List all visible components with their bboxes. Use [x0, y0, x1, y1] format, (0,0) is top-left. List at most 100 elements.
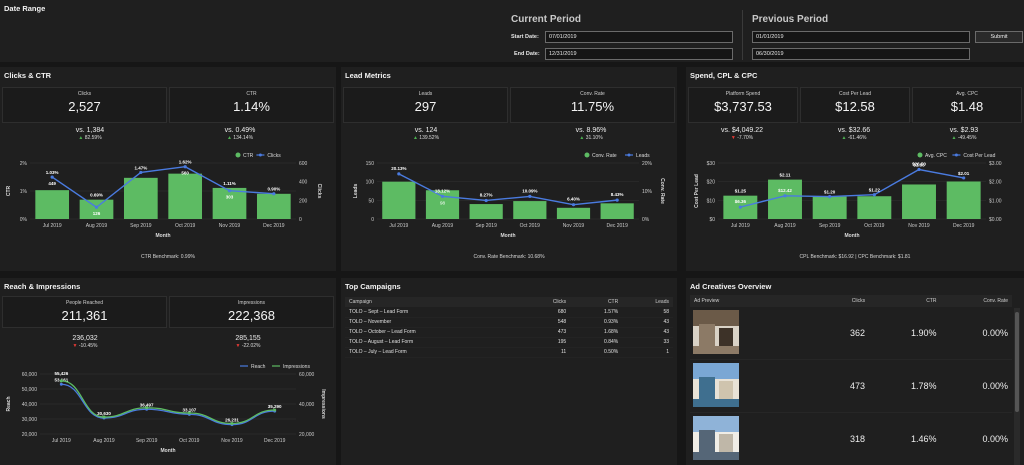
data-label: $1.25 [735, 189, 747, 194]
scrollbar-thumb[interactable] [1015, 312, 1019, 412]
pct-text: -61.46% [847, 135, 867, 141]
data-label: 126 [93, 211, 101, 216]
reach-chart: 20,000 30,000 40,000 50,000 60,000 20,000 40,0… [6, 364, 326, 454]
submit-button[interactable]: Submit [975, 31, 1023, 43]
start-date-field[interactable]: 07/01/2019 [545, 31, 733, 43]
y2-tick-label: $1.00 [989, 198, 1002, 204]
column-header[interactable]: Clicks [520, 297, 571, 307]
data-label: $12.42 [778, 188, 792, 193]
y2-axis-title: Conv. Rate [659, 178, 665, 204]
y-axis-title: Reach [6, 396, 12, 411]
kpi-label: People Reached [66, 300, 103, 306]
previous-period-title: Previous Period [752, 14, 829, 25]
kpi-impressions: Impressions 222,368 [169, 296, 334, 328]
ad-preview-cell [690, 307, 820, 360]
ad-creatives-panel: Ad Creatives Overview Ad Preview Clicks … [686, 278, 1024, 465]
column-header[interactable]: Ad Preview [690, 295, 820, 307]
y-tick-label: 1% [20, 189, 28, 195]
table-cell: 0.84% [570, 337, 623, 348]
y2-tick-label: $3.00 [989, 161, 1002, 167]
spend-kpis: Platform Spend $3,737.53 Cost Per Lead $… [688, 87, 1022, 123]
x-tick-label: Sep 2019 [819, 223, 841, 229]
bar [600, 203, 634, 219]
ad-preview-image[interactable] [693, 310, 739, 354]
line-point [962, 176, 966, 180]
period-divider [742, 10, 743, 60]
column-header[interactable]: Conv. Rate [940, 295, 1012, 307]
pct-text: -10.45% [78, 343, 98, 349]
data-label: 8.43% [611, 192, 624, 197]
kpi-label: Avg. CPC [956, 91, 978, 97]
table-cell: 473 [520, 327, 571, 338]
table-cell: 11 [520, 347, 571, 358]
line-point [917, 167, 921, 172]
comparison-pct: ▼ -7.70% [706, 135, 778, 141]
table-cell: 1.78% [869, 359, 941, 413]
table-row[interactable]: TOLO – October – Lead Form 473 1.68% 43 [345, 327, 673, 338]
table-row[interactable]: 473 1.78% 0.00% [690, 359, 1012, 413]
column-header[interactable]: CTR [570, 297, 623, 307]
table-row[interactable]: 362 1.90% 0.00% [690, 307, 1012, 360]
table-cell: 43 [622, 317, 673, 328]
up-arrow-icon: ▲ [579, 135, 585, 141]
table-row[interactable]: 318 1.46% 0.00% [690, 412, 1012, 465]
table-cell: 1.68% [570, 327, 623, 338]
line-point [872, 193, 876, 197]
previous-end-date-field[interactable]: 06/30/2019 [752, 48, 970, 60]
column-header[interactable]: Campaign [345, 297, 521, 307]
x-tick-label: Dec 2019 [606, 223, 628, 229]
y-tick-label: $10 [707, 198, 716, 204]
bar [79, 199, 114, 219]
table-row[interactable]: TOLO – November 548 0.93% 43 [345, 317, 673, 328]
previous-start-date-field[interactable]: 01/01/2019 [752, 31, 970, 43]
legend-label: Leads [636, 153, 650, 159]
y-tick-label: 50,000 [22, 387, 38, 393]
table-row[interactable]: TOLO – July – Lead Form 11 0.50% 1 [345, 347, 673, 358]
lead-metrics-title: Lead Metrics [345, 71, 391, 80]
y2-axis-title: Clicks [316, 184, 322, 199]
kpi-value: 1.14% [233, 99, 270, 114]
kpi-label: Clicks [77, 91, 92, 97]
x-tick-label: Oct 2019 [179, 438, 200, 444]
column-header[interactable]: Leads [622, 297, 673, 307]
data-label: 18.12% [435, 188, 450, 193]
legend-label: Impressions [283, 364, 310, 370]
line-point [571, 203, 576, 207]
pct-text: 139.52% [419, 135, 440, 141]
data-label: 560 [181, 171, 189, 176]
kpi-value: 2,527 [68, 99, 101, 114]
column-header[interactable]: Clicks [820, 295, 870, 307]
legend-swatch-line-dot [954, 153, 958, 157]
ctr-comparison: vs. 0.49% ▲ 134.14% [210, 127, 270, 141]
legend-swatch-bar [235, 152, 241, 158]
kpi-value: $3,737.53 [714, 99, 772, 114]
data-label: 1.11% [223, 181, 236, 186]
x-tick-label: Sep 2019 [136, 438, 158, 444]
data-label: $6.36 [735, 199, 747, 204]
kpi-label: Impressions [238, 300, 265, 306]
column-header[interactable]: CTR [869, 295, 941, 307]
scrollbar[interactable] [1014, 308, 1020, 465]
ad-preview-image[interactable] [693, 416, 739, 460]
data-label: 1.62% [179, 160, 192, 165]
x-tick-label: Jul 2019 [731, 223, 750, 229]
up-arrow-icon: ▲ [412, 135, 418, 141]
y2-tick-label: 600 [299, 161, 308, 167]
table-cell: TOLO – Sept – Lead Form [345, 307, 521, 318]
comparison-value: vs. 0.49% [224, 127, 256, 134]
x-tick-label: Aug 2019 [774, 223, 796, 229]
up-arrow-icon: ▲ [78, 135, 84, 141]
table-cell: 1.57% [570, 307, 623, 318]
top-campaigns-panel: Top Campaigns Campaign Clicks CTR Leads … [341, 278, 677, 465]
table-row[interactable]: TOLO – Sept – Lead Form 680 1.57% 58 [345, 307, 673, 318]
ad-preview-image[interactable] [693, 363, 739, 407]
line-point [272, 192, 276, 196]
leads-comparison: vs. 124 ▲ 139.52% [396, 127, 456, 141]
end-date-field[interactable]: 12/31/2019 [545, 48, 733, 60]
bar [469, 204, 503, 219]
y2-tick-label: 400 [299, 180, 308, 186]
lead-metrics-chart: 0 50 100 150 0% 10% 20% Jul 2019 Aug 2019 Sep 201… [353, 152, 665, 239]
comparison-pct: ▲ -61.46% [818, 135, 890, 141]
legend-label: Clicks [267, 153, 281, 159]
table-row[interactable]: TOLO – August – Lead Form 195 0.84% 33 [345, 337, 673, 348]
